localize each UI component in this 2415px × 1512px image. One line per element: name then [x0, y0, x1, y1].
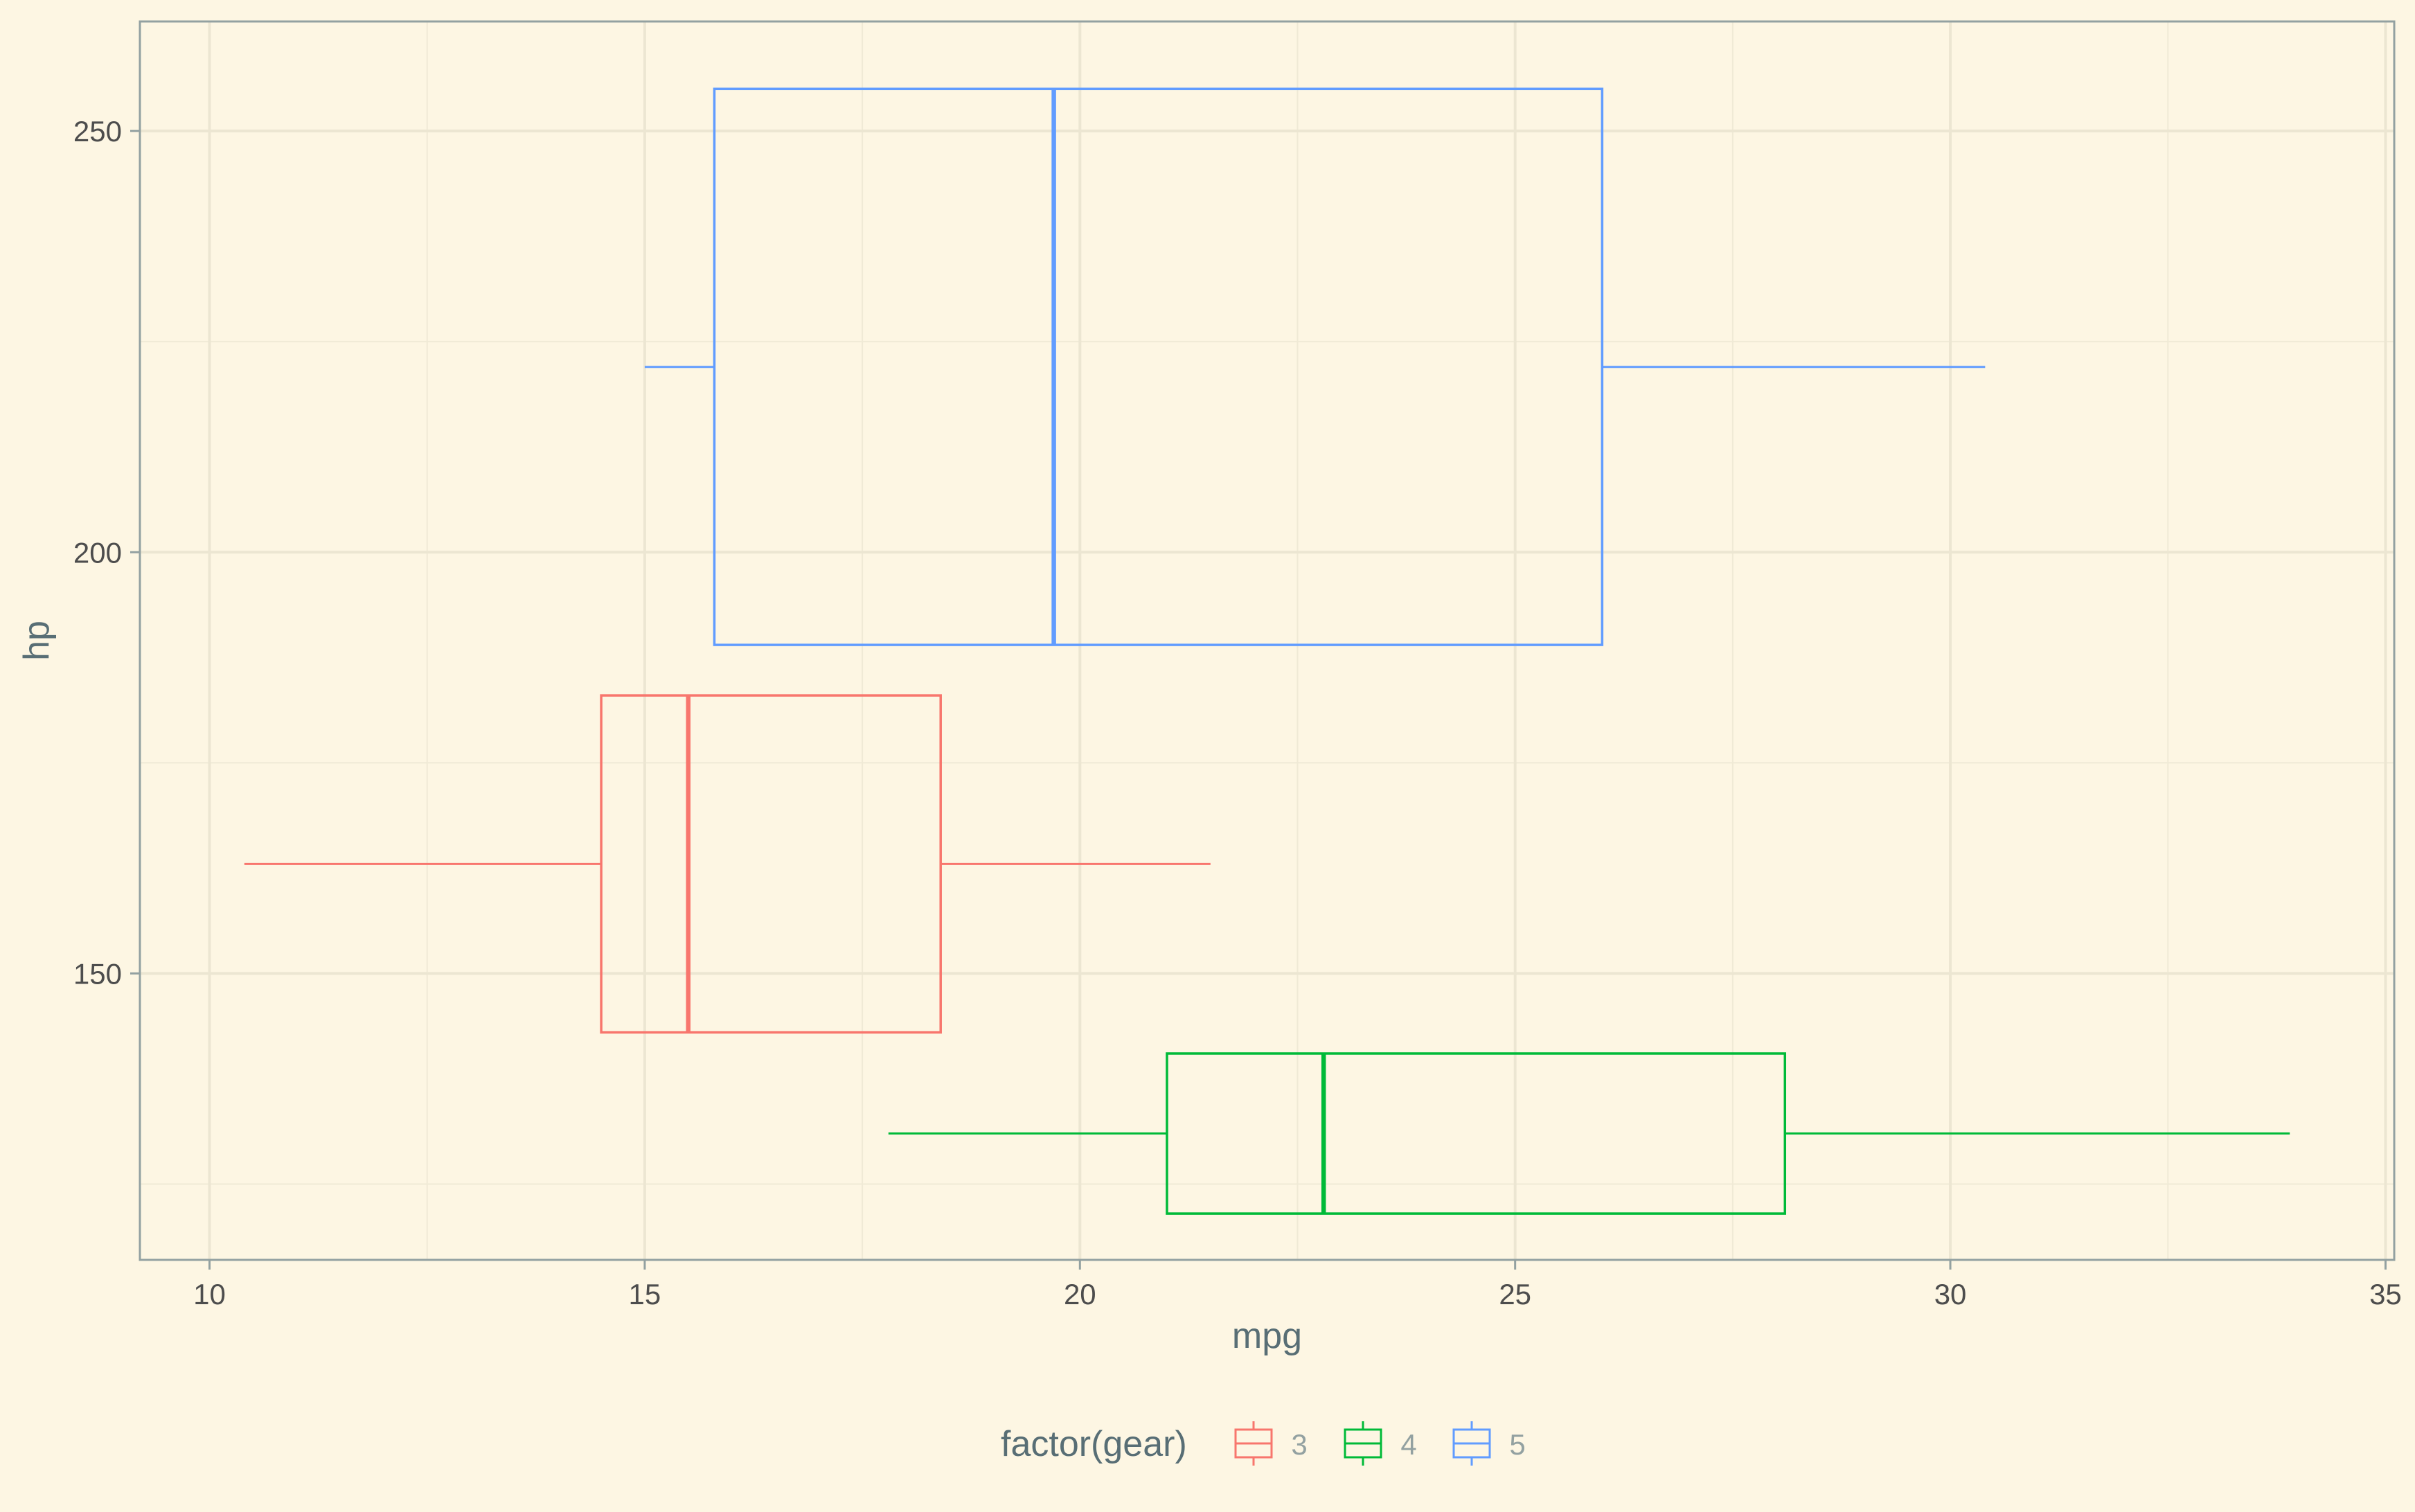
legend-key-gear-3 [1234, 1421, 1273, 1466]
legend-title: factor(gear) [1001, 1424, 1187, 1464]
box [1166, 1052, 1787, 1215]
x-tick-label: 30 [1934, 1278, 1967, 1310]
boxplot-gear-5 [644, 87, 1986, 646]
x-tick-label: 20 [1064, 1278, 1096, 1310]
axis-layer: 10 15 20 25 30 35 150 200 250 [73, 115, 2402, 1310]
boxplot-gear-3 [244, 694, 1211, 1034]
x-tick-label: 15 [629, 1278, 661, 1310]
x-axis-title: mpg [1232, 1316, 1302, 1356]
boxes-layer [244, 87, 2290, 1215]
y-tick-label: 150 [73, 957, 122, 990]
legend-label-gear-5: 5 [1509, 1428, 1525, 1461]
grid-layer [140, 21, 2394, 1260]
box [713, 87, 1604, 646]
legend-key-gear-4 [1344, 1421, 1382, 1466]
legend: factor(gear) 3 4 5 [1001, 1421, 1526, 1466]
x-tick-label: 10 [193, 1278, 226, 1310]
x-tick-label: 35 [2369, 1278, 2402, 1310]
panel-border [139, 20, 2396, 1261]
y-axis-title: hp [17, 621, 57, 661]
legend-key-gear-5 [1452, 1421, 1491, 1466]
y-tick-label: 200 [73, 536, 122, 569]
legend-label-gear-4: 4 [1400, 1428, 1416, 1461]
y-tick-label: 250 [73, 115, 122, 148]
legend-label-gear-3: 3 [1291, 1428, 1307, 1461]
boxplot-gear-4 [888, 1052, 2290, 1215]
x-tick-label: 25 [1499, 1278, 1531, 1310]
box [600, 694, 942, 1034]
